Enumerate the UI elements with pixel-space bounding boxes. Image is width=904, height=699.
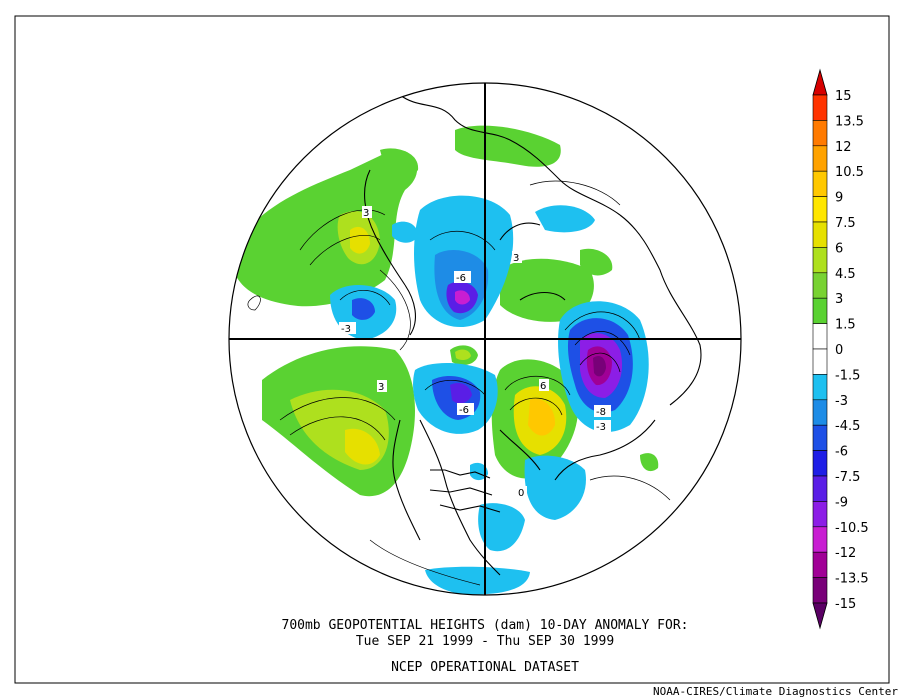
positive-anomaly-greenland-peak: [528, 399, 556, 436]
colorbar-swatch: [812, 221, 828, 248]
chart-title-line1: 700mb GEOPOTENTIAL HEIGHTS (dam) 10-DAY …: [281, 618, 689, 633]
colorbar-label: -4.5: [835, 419, 860, 434]
negative-anomaly-eastasia-core: [352, 298, 375, 320]
colorbar-label: -1.5: [835, 368, 860, 383]
colorbar-swatch: [812, 551, 828, 578]
colorbar-swatch: [812, 196, 828, 223]
colorbar-label: 9: [835, 191, 843, 206]
colorbar: 15 13.5 12 10.5 9 7.5 6 4.5 3 1.5 0 -1.5 -3 -4.5 -6 -7.…: [812, 68, 869, 630]
chart-title-line2: Tue SEP 21 1999 - Thu SEP 30 1999: [355, 634, 615, 649]
colorbar-swatch: [812, 475, 828, 502]
colorbar-label: 6: [835, 241, 843, 256]
colorbar-label: 1.5: [835, 318, 856, 333]
colorbar-label: 12: [835, 140, 852, 155]
colorbar-swatch: [812, 374, 828, 401]
anomaly-map: -6 -3 3 3 -6 6 -8 -3 3 0: [229, 83, 741, 595]
colorbar-swatch: [812, 297, 828, 324]
negative-anomaly-europe-peak: [593, 356, 606, 377]
coastlines: [364, 94, 702, 576]
contour-label: -6: [459, 405, 469, 416]
colorbar-swatch: [812, 170, 828, 197]
chart-title-line3: NCEP OPERATIONAL DATASET: [391, 660, 579, 675]
map-boundary-circle: [228, 82, 742, 596]
colorbar-swatch: [812, 450, 828, 477]
colorbar-swatch: [812, 577, 828, 604]
colorbar-swatch: [812, 120, 828, 147]
positive-anomaly-pacific-peak: [350, 226, 370, 254]
colorbar-swatch: [812, 348, 828, 375]
contour-label: -3: [596, 422, 606, 433]
colorbar-label: 15: [835, 89, 852, 104]
colorbar-label: 10.5: [835, 165, 864, 180]
contour-label: -8: [596, 407, 606, 418]
positive-anomaly-siberia: [500, 258, 594, 322]
colorbar-swatch: [812, 526, 828, 553]
colorbar-label: -9: [835, 495, 848, 510]
positive-anomaly-pacific: [230, 150, 418, 307]
colorbar-bottom-arrow: [812, 602, 828, 630]
negative-anomaly-hudson-core: [450, 383, 472, 404]
negative-anomaly-pacific-south: [478, 503, 525, 552]
colorbar-label: 3: [835, 292, 843, 307]
colorbar-label: 0: [835, 343, 843, 358]
negative-anomaly-nw: [392, 221, 418, 243]
colorbar-swatch: [812, 323, 828, 350]
positive-anomaly-africa: [640, 453, 659, 472]
colorbar-swatch: [812, 424, 828, 451]
positive-anomaly-northpacific-peak: [345, 428, 380, 465]
positive-anomaly-east-siberia: [380, 148, 419, 177]
colorbar-label: 13.5: [835, 114, 864, 129]
contour-label: 6: [540, 381, 546, 392]
colorbar-label: -15: [835, 597, 856, 612]
negative-anomaly-arctic-peak: [455, 290, 470, 305]
contour-label: 3: [513, 253, 519, 264]
positive-anomaly-siberia-east: [580, 248, 613, 276]
colorbar-swatch: [812, 94, 828, 121]
credit-text: NOAA-CIRES/Climate Diagnostics Center: [652, 685, 898, 698]
colorbar-label: -6: [835, 445, 848, 460]
contour-value-labels: -6 -3 3 3 -6 6 -8 -3 3 0: [339, 206, 611, 499]
colorbar-swatch: [812, 247, 828, 274]
contour-label: 0: [518, 488, 524, 499]
contour-label: 3: [363, 208, 369, 219]
negative-anomaly-south: [425, 566, 530, 595]
colorbar-label: 4.5: [835, 267, 856, 282]
colorbar-label: -10.5: [835, 521, 869, 536]
contour-lines: [247, 180, 671, 586]
colorbar-swatch: [812, 501, 828, 528]
colorbar-swatch: [812, 145, 828, 172]
positive-anomaly-arctic-small2: [455, 349, 471, 361]
negative-anomaly-atlantic: [524, 455, 586, 520]
colorbar-label: -3: [835, 394, 848, 409]
contour-label: -3: [341, 324, 351, 335]
colorbar-label: 7.5: [835, 216, 856, 231]
contour-label: 3: [378, 382, 384, 393]
colorbar-label: -12: [835, 546, 856, 561]
colorbar-swatch: [812, 399, 828, 426]
colorbar-label: -13.5: [835, 572, 869, 587]
negative-anomaly-asia-north: [535, 205, 595, 233]
contour-label: -6: [456, 273, 466, 284]
colorbar-label: -7.5: [835, 470, 860, 485]
colorbar-swatch: [812, 272, 828, 299]
